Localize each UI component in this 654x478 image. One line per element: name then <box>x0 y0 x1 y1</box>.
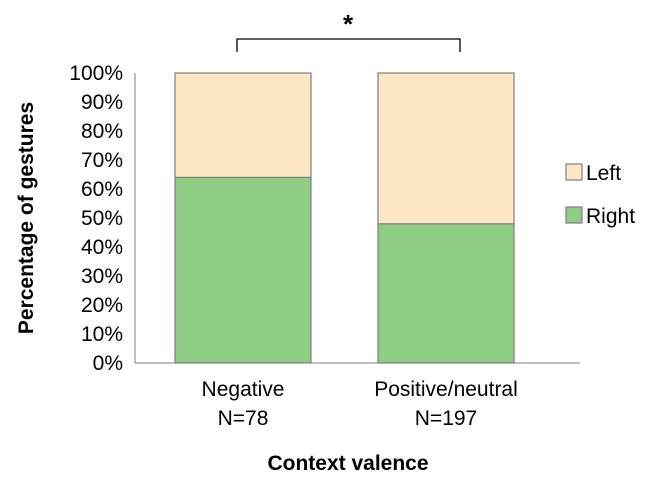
y-tick-label: 70% <box>81 149 123 172</box>
y-tick-label: 80% <box>81 120 123 143</box>
category-sample-size: N=78 <box>218 407 269 430</box>
significance-marker: * <box>343 9 354 39</box>
bar-segment-right-1 <box>174 176 312 364</box>
y-tick-label: 100% <box>69 62 123 85</box>
significance-bracket: * <box>236 9 461 52</box>
legend-swatch-right <box>565 206 583 224</box>
y-axis-title: Percentage of gestures <box>15 102 38 334</box>
bars <box>174 72 515 364</box>
x-axis-title: Context valence <box>267 452 428 475</box>
y-tick-label: 0% <box>93 352 123 375</box>
legend-label-left: Left <box>586 162 621 185</box>
legend: Left Right <box>565 162 635 228</box>
y-tick-label: 30% <box>81 265 123 288</box>
y-axis-ticks: 0% 10% 20% 30% 40% 50% 60% 70% 80% 90% 100% <box>69 62 123 375</box>
legend-swatch-left <box>565 163 583 181</box>
category-label: Positive/neutral <box>374 378 518 401</box>
significance-line <box>236 38 461 52</box>
category-labels: Negative N=78 Positive/neutral N=197 <box>202 378 518 430</box>
y-tick-label: 60% <box>81 178 123 201</box>
y-tick-label: 50% <box>81 207 123 230</box>
bar-segment-left-1 <box>174 72 312 179</box>
y-tick-label: 40% <box>81 236 123 259</box>
bar-segment-left-2 <box>377 72 515 225</box>
bar-segment-right-2 <box>377 223 515 364</box>
y-tick-label: 90% <box>81 91 123 114</box>
category-label: Negative <box>202 378 285 401</box>
legend-label-right: Right <box>586 205 635 228</box>
y-tick-label: 10% <box>81 323 123 346</box>
category-sample-size: N=197 <box>415 407 477 430</box>
y-tick-label: 20% <box>81 294 123 317</box>
